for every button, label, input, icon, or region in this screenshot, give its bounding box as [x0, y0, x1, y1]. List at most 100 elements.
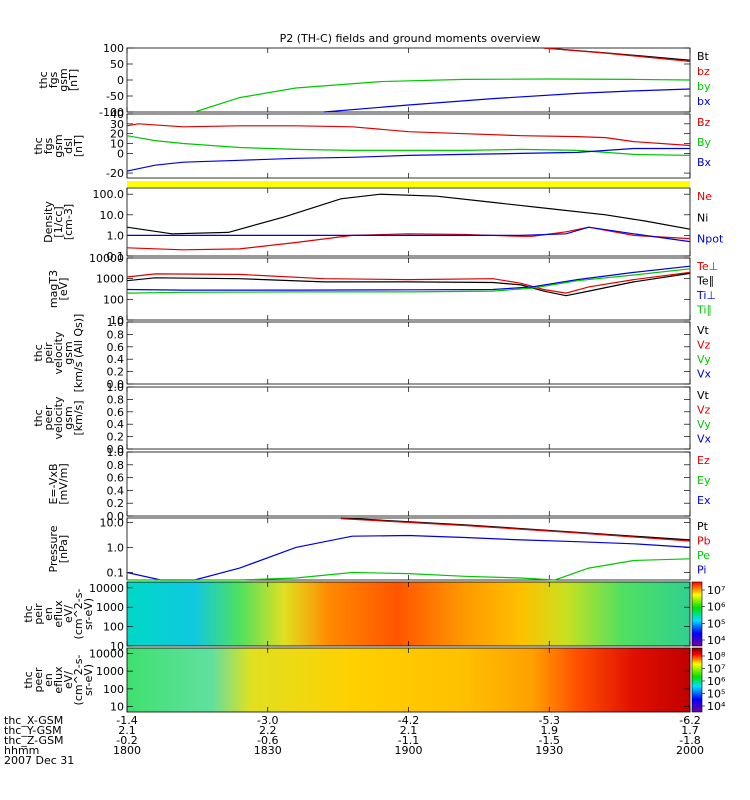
y-axis-label-line: [nPa] [57, 535, 70, 563]
footer-value: 1.9 [541, 724, 559, 737]
y-axis-label-line: velocity [52, 331, 65, 374]
legend-Ey: Ey [697, 474, 711, 487]
heatmap-fill [127, 648, 690, 712]
flag-bar [127, 181, 690, 187]
colorbar-tick-label: 10⁶ [707, 675, 726, 688]
legend-Vx: Vx [697, 368, 712, 381]
y-tick-label: 20 [110, 128, 124, 141]
colorbar-tick-label: 10⁴ [707, 634, 726, 647]
panel-density: 100.0 10.0 1.0 0.1 Density[1/cc][cm-3] Ne Ni Np… [42, 187, 724, 263]
y-tick-label: 100 [103, 42, 124, 55]
legend-Ni: Ni [697, 211, 708, 224]
y-tick-label: 10 [110, 701, 124, 714]
y-tick-label: 1.0 [107, 446, 125, 459]
legend-Te∥: Te∥ [696, 275, 714, 288]
colorbar [691, 647, 703, 713]
y-axis-label-line: eV/ [62, 605, 75, 623]
footer-value: 1930 [535, 744, 563, 757]
legend-Vz: Vz [697, 404, 711, 417]
y-tick-label: -100 [99, 106, 124, 119]
legend-Vz: Vz [697, 339, 711, 352]
footer-value: 2.2 [259, 724, 277, 737]
y-axis-label-line: en [42, 673, 55, 687]
footer-value: -1.8 [679, 734, 700, 747]
y-axis-label-line: thc [22, 671, 35, 688]
colorbar-tick-label: 10⁸ [707, 650, 726, 663]
y-tick-label: 0 [117, 74, 124, 87]
legend-Vy: Vy [697, 418, 711, 431]
y-tick-label: 10.0 [100, 209, 125, 222]
colorbar-tick-label: 10⁷ [707, 663, 725, 676]
y-axis-label-line: [nT] [72, 135, 85, 157]
legend-bx: bx [697, 95, 711, 108]
y-tick-label: 10000 [89, 647, 124, 660]
y-axis-label: thcfgsgsmdsl[nT] [32, 134, 85, 157]
y-tick-label: 0.1 [107, 250, 125, 263]
legend-Vt: Vt [697, 389, 710, 402]
y-axis-label-line: eflux [52, 666, 65, 694]
legend-Te⊥: Te⊥ [696, 260, 718, 273]
y-axis-label-line: sr-eV) [82, 598, 95, 630]
y-axis-label-line: thc [32, 344, 45, 361]
y-tick-label: 10 [110, 640, 124, 653]
y-axis-label-line: gsm [52, 134, 65, 157]
panel-frame [126, 517, 691, 581]
y-tick-label: 1000 [96, 665, 124, 678]
y-tick-label: 0.4 [107, 353, 125, 366]
legend-Vt: Vt [697, 324, 710, 337]
y-tick-label: 0.8 [107, 393, 125, 406]
y-axis-label-line: thc [37, 71, 50, 88]
y-axis-label-line: [1/cc] [52, 206, 65, 237]
footer-row-label: hhmm [4, 744, 39, 757]
heatmap-fill [127, 582, 690, 646]
panel-fgs_gsm: 100 50 0 -50 -100 thcfgsgsm[nT] Bt bz by bx [37, 42, 711, 119]
series-Bx [126, 147, 690, 172]
footer-value: -5.3 [539, 714, 560, 727]
footer-table: thc_X-GSM -1.4 -3.0 -4.2 -5.3 -6.2 thc_Y-GSM 2.… [4, 714, 704, 767]
legend-Pe: Pe [697, 549, 710, 562]
y-axis-label-line: eV/ [62, 671, 75, 689]
y-axis-label: thcfgsgsm[nT] [37, 68, 80, 91]
y-tick-label: 40 [110, 108, 124, 121]
y-axis-label-line: (cm^2-s- [72, 589, 85, 640]
footer-value: 1830 [254, 744, 282, 757]
y-axis-label-line: fgs [42, 137, 55, 154]
panel-peir_spec: 10⁷ 10⁶ 10⁵ 10⁴ 10000 1000 100 10 thcpeireneflux… [22, 581, 726, 653]
panel-peer_vel: 1.00.80.60.40.20.0thcpeervelocitygsm[km/… [32, 381, 712, 456]
legend-Bz: Bz [697, 116, 711, 129]
colorbar-tick-label: 10⁴ [707, 700, 726, 713]
y-tick-label: 0.8 [107, 459, 125, 472]
y-tick-label: 10000 [89, 582, 124, 595]
series-Te∥ [126, 272, 691, 297]
y-axis-label-line: [mV/m] [57, 463, 70, 504]
y-tick-label: 0.1 [107, 566, 125, 579]
y-axis-label: thcpeirvelocitygsm[km/s (All Qs)] [32, 314, 85, 393]
panel-frame [126, 451, 691, 517]
y-axis-label-line: peir [42, 342, 55, 364]
footer-value: -0.6 [257, 734, 278, 747]
footer-value: -1.1 [398, 734, 419, 747]
y-axis-label-line: magT3 [47, 270, 60, 308]
y-tick-label: 100 [103, 683, 124, 696]
y-axis-label: thcpeervelocitygsm[km/s] [32, 396, 85, 439]
panel-frame [126, 47, 691, 113]
y-tick-label: 100.0 [93, 188, 125, 201]
footer-value: -1.4 [116, 714, 137, 727]
legend-Pt: Pt [697, 520, 709, 533]
legend-Ti⊥: Ti⊥ [696, 289, 716, 302]
colorbar-tick-label: 10⁷ [707, 584, 725, 597]
panel-frame [126, 187, 691, 257]
panel-frame [126, 321, 691, 385]
y-axis-label-line: E=-VxB [47, 463, 60, 504]
legend-Pb: Pb [697, 535, 711, 548]
series-Bz [126, 123, 691, 147]
y-axis-label-line: peir [32, 603, 45, 625]
legend-Vx: Vx [697, 433, 712, 446]
footer-value: 2.1 [400, 724, 418, 737]
footer-date: 2007 Dec 31 [4, 754, 74, 767]
footer-value: -4.2 [398, 714, 419, 727]
